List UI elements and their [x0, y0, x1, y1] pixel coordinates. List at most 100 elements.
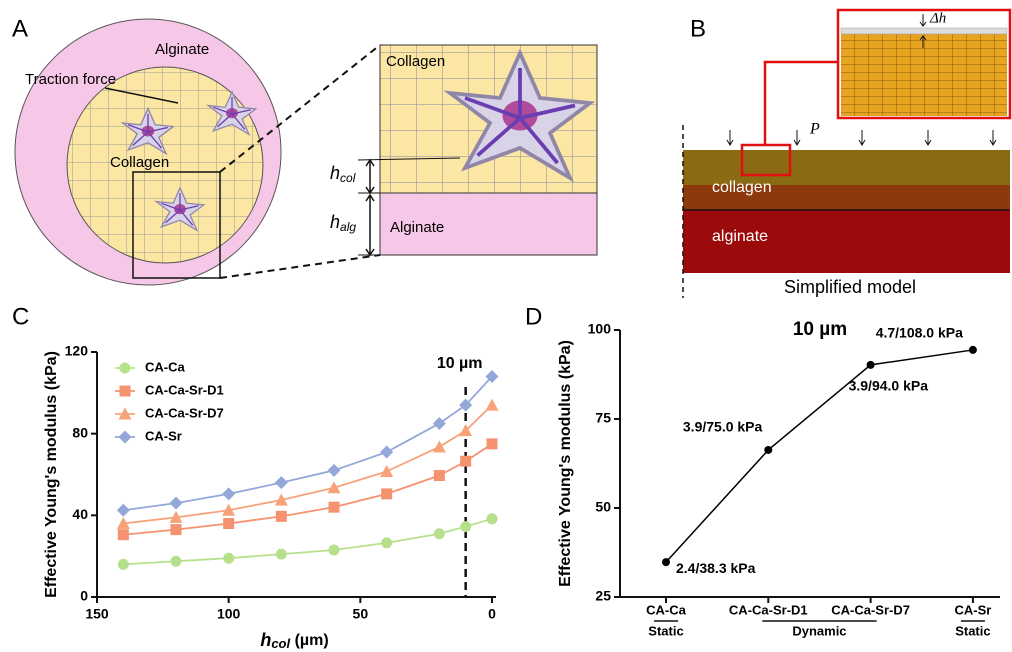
marker: [276, 549, 287, 560]
label: halg: [330, 212, 356, 234]
diagram-b: Δh P collagen alginate Simplified model: [683, 10, 1010, 298]
x-label-base: h: [260, 630, 271, 650]
point: [764, 446, 772, 454]
y-tick-label: 40: [72, 506, 88, 522]
annotation: 2.4/38.3 kPa: [676, 560, 756, 576]
y-tick-label: 100: [588, 321, 612, 337]
group-label: Static: [955, 623, 990, 638]
marker: [460, 456, 471, 467]
annotation: 4.7/108.0 kPa: [876, 325, 963, 341]
y-tick-label: 120: [65, 343, 89, 359]
marker: [276, 511, 287, 522]
marker: [434, 470, 445, 481]
figure: A B C D Alginate Traction force Collagen…: [0, 0, 1012, 652]
label: Collagen: [386, 53, 445, 70]
panel-label: C: [12, 303, 29, 330]
y-tick-label: 80: [72, 424, 88, 440]
annotation: 3.9/75.0 kPa: [683, 419, 763, 435]
annotation: 3.9/94.0 kPa: [849, 378, 929, 394]
marker: [433, 417, 446, 430]
x-tick-label: 150: [85, 606, 109, 622]
dimension-arrow: [366, 195, 374, 255]
label-base: h: [330, 212, 340, 232]
diagram-a: Alginate Traction force Collagen Collage…: [15, 19, 597, 285]
label: collagen: [712, 179, 772, 196]
marker: [487, 513, 498, 524]
x-tick-label: CA-Ca-Sr-D7: [831, 602, 910, 617]
point: [867, 361, 875, 369]
connector: [765, 62, 838, 145]
label-sub: col: [340, 171, 356, 185]
marker: [433, 440, 446, 452]
group-label: Dynamic: [792, 623, 846, 638]
marker: [381, 488, 392, 499]
marker: [117, 504, 130, 517]
y-tick-label: 25: [595, 588, 611, 604]
y-axis-label: Effective Young's modulus (kPa): [43, 351, 60, 598]
marker: [460, 521, 471, 532]
marker: [380, 465, 393, 477]
dimension-arrow: [366, 160, 374, 193]
marker: [171, 556, 182, 567]
marker: [434, 528, 445, 539]
marker: [275, 476, 288, 489]
legend-label: CA-Ca-Sr-D1: [145, 382, 224, 397]
x-axis-label: hcol (µm): [260, 630, 328, 652]
marker: [380, 446, 393, 459]
label: Traction force: [25, 71, 116, 88]
y-axis-label: Effective Young's modulus (kPa): [557, 340, 574, 587]
marker: [329, 545, 340, 556]
marker: [120, 363, 131, 374]
marker: [171, 524, 182, 535]
x-label-sub: col: [271, 636, 290, 651]
marker: [487, 438, 498, 449]
x-tick-label: 0: [488, 606, 496, 622]
reference-label: 10 µm: [437, 355, 483, 372]
label: Alginate: [155, 41, 209, 58]
marker: [223, 518, 234, 529]
marker: [222, 487, 235, 500]
legend-label: CA-Ca: [145, 359, 185, 374]
marker: [223, 553, 234, 564]
label-base: h: [330, 163, 340, 183]
x-tick-label: 100: [217, 606, 241, 622]
x-tick-label: CA-Sr: [954, 602, 991, 617]
x-label-rest: (µm): [290, 632, 329, 649]
marker: [120, 386, 131, 397]
marker: [118, 529, 129, 540]
caption: Simplified model: [784, 277, 916, 297]
group-label: Static: [648, 623, 683, 638]
y-tick-label: 0: [80, 588, 88, 604]
label-sub: alg: [340, 220, 356, 234]
label: hcol: [330, 163, 356, 185]
zoom-line: [220, 255, 380, 278]
marker: [329, 502, 340, 513]
load-arrows: [727, 130, 996, 145]
label: Collagen: [110, 154, 169, 171]
label: Δh: [929, 10, 946, 26]
marker: [170, 497, 183, 510]
legend-label: CA-Ca-Sr-D7: [145, 405, 224, 420]
x-tick-label: 50: [353, 606, 369, 622]
panel-label: B: [690, 15, 706, 42]
panel-label: D: [525, 303, 542, 330]
marker: [486, 399, 499, 411]
mesh: [841, 34, 1007, 116]
marker: [328, 464, 341, 477]
mesh-gap: [841, 28, 1007, 34]
point: [662, 558, 670, 566]
chart-title: 10 µm: [793, 319, 847, 340]
label: P: [809, 121, 820, 138]
legend-label: CA-Sr: [145, 428, 182, 443]
label: alginate: [712, 228, 768, 245]
point: [969, 346, 977, 354]
y-tick-label: 50: [595, 499, 611, 515]
marker: [118, 559, 129, 570]
marker: [381, 537, 392, 548]
x-tick-label: CA-Ca-Sr-D1: [729, 602, 808, 617]
label: Alginate: [390, 219, 444, 236]
x-tick-label: CA-Ca: [646, 602, 686, 617]
panel-label: A: [12, 15, 28, 42]
y-tick-label: 75: [595, 410, 611, 426]
marker: [119, 431, 132, 444]
